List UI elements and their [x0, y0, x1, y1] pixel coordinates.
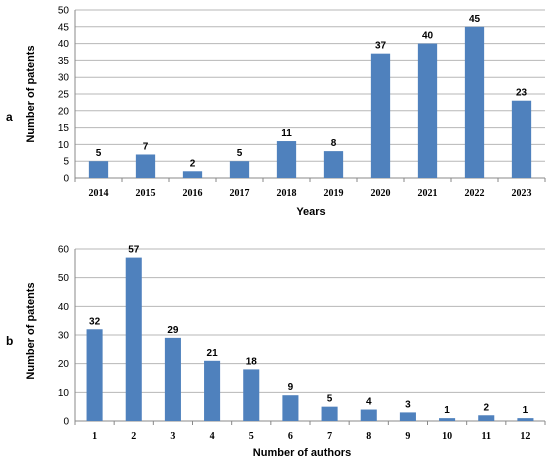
chart-a: a Number of patents Years 05101520253035… [6, 6, 546, 218]
bar-a-2023 [511, 100, 532, 178]
y-tick-label-a: 10 [58, 140, 70, 151]
bar-a-2020 [370, 53, 391, 178]
x-tick-label-a-2014: 2014 [89, 188, 109, 199]
y-tick-label-a: 5 [63, 157, 69, 168]
data-label-b-5: 18 [246, 356, 258, 367]
data-label-b-10: 1 [444, 405, 450, 416]
data-label-a-2020: 37 [375, 41, 387, 52]
data-label-a-2023: 23 [516, 88, 528, 99]
x-tick-label-b-5: 5 [249, 431, 254, 442]
data-label-b-11: 2 [483, 402, 489, 413]
bar-b-7 [321, 406, 338, 421]
x-tick-label-b-10: 10 [442, 431, 452, 442]
y-tick-label-b: 50 [58, 273, 70, 284]
data-label-a-2015: 7 [143, 141, 149, 152]
bar-b-6 [282, 395, 299, 421]
x-tick-label-a-2020: 2020 [371, 188, 391, 199]
x-tick-label-a-2016: 2016 [183, 188, 203, 199]
bar-b-9 [399, 412, 416, 421]
bar-a-2019 [323, 151, 344, 178]
x-tick-label-b-12: 12 [520, 431, 530, 442]
bar-a-2016 [182, 171, 203, 178]
data-label-a-2021: 40 [422, 31, 434, 42]
data-label-a-2022: 45 [469, 14, 481, 25]
bar-b-3 [164, 337, 181, 421]
bar-a-2018 [276, 141, 297, 178]
x-tick-label-b-2: 2 [131, 431, 136, 442]
data-label-a-2018: 11 [281, 128, 292, 139]
bar-b-1 [86, 329, 103, 421]
bar-a-2017 [229, 161, 250, 178]
x-tick-label-b-7: 7 [327, 431, 332, 442]
x-tick-label-b-11: 11 [482, 431, 491, 442]
x-tick-label-a-2022: 2022 [465, 188, 485, 199]
y-tick-label-b: 40 [58, 302, 70, 313]
data-label-b-9: 3 [405, 399, 411, 410]
bar-b-8 [360, 409, 377, 421]
y-tick-label-b: 60 [58, 245, 70, 256]
x-tick-label-a-2018: 2018 [277, 188, 297, 199]
data-label-b-7: 5 [327, 394, 333, 405]
y-tick-label-b: 20 [58, 359, 70, 370]
x-axis-title-b: Number of authors [253, 447, 351, 459]
y-tick-label-b: 0 [63, 417, 69, 428]
x-tick-label-a-2015: 2015 [136, 188, 156, 199]
y-tick-label-a: 45 [58, 22, 70, 33]
x-tick-label-b-1: 1 [92, 431, 97, 442]
y-axis-title-a: Number of patents [25, 45, 37, 142]
y-tick-label-a: 0 [63, 174, 69, 185]
chart-b: b Number of patents Number of authors 0 1… [6, 245, 546, 459]
panel-label-a: a [6, 110, 13, 124]
y-tick-label-b: 30 [58, 331, 70, 342]
x-tick-label-b-8: 8 [366, 431, 371, 442]
x-tick-label-a-2017: 2017 [230, 188, 250, 199]
y-tick-label-a: 40 [58, 39, 70, 50]
x-tick-label-b-9: 9 [405, 431, 410, 442]
bar-a-2021 [417, 43, 438, 178]
x-axis-title-a: Years [296, 206, 325, 218]
bar-b-10 [439, 418, 456, 421]
y-tick-label-a: 50 [58, 6, 70, 17]
data-label-a-2016: 2 [190, 158, 196, 169]
x-tick-label-b-3: 3 [170, 431, 175, 442]
bar-b-12 [517, 418, 534, 421]
panel-label-b: b [6, 334, 13, 348]
y-tick-label-a: 25 [58, 90, 70, 101]
data-label-a-2014: 5 [96, 148, 102, 159]
x-tick-label-a-2021: 2021 [418, 188, 438, 199]
bar-a-2014 [88, 161, 109, 178]
x-tick-label-b-4: 4 [210, 431, 215, 442]
data-label-b-1: 32 [89, 316, 101, 327]
data-label-b-4: 21 [207, 348, 219, 359]
bar-b-11 [478, 415, 495, 421]
y-tick-label-a: 20 [58, 106, 70, 117]
data-label-b-3: 29 [167, 325, 179, 336]
data-label-a-2019: 8 [331, 138, 337, 149]
y-tick-label-a: 15 [58, 123, 70, 134]
bar-b-2 [125, 257, 142, 421]
y-axis-title-b: Number of patents [25, 282, 37, 379]
y-tick-label-a: 35 [58, 56, 70, 67]
x-tick-label-b-6: 6 [288, 431, 293, 442]
data-label-a-2017: 5 [237, 148, 243, 159]
bar-b-4 [204, 360, 221, 421]
x-tick-label-a-2019: 2019 [324, 188, 344, 199]
data-label-b-8: 4 [366, 397, 372, 408]
data-label-b-12: 1 [523, 405, 529, 416]
bar-a-2022 [464, 26, 485, 178]
data-label-b-2: 57 [128, 245, 140, 256]
y-tick-label-b: 10 [58, 388, 70, 399]
data-label-b-6: 9 [288, 382, 294, 393]
bar-a-2015 [135, 154, 156, 178]
x-tick-label-a-2023: 2023 [512, 188, 532, 199]
y-tick-label-a: 30 [58, 73, 70, 84]
bar-b-5 [243, 369, 260, 421]
